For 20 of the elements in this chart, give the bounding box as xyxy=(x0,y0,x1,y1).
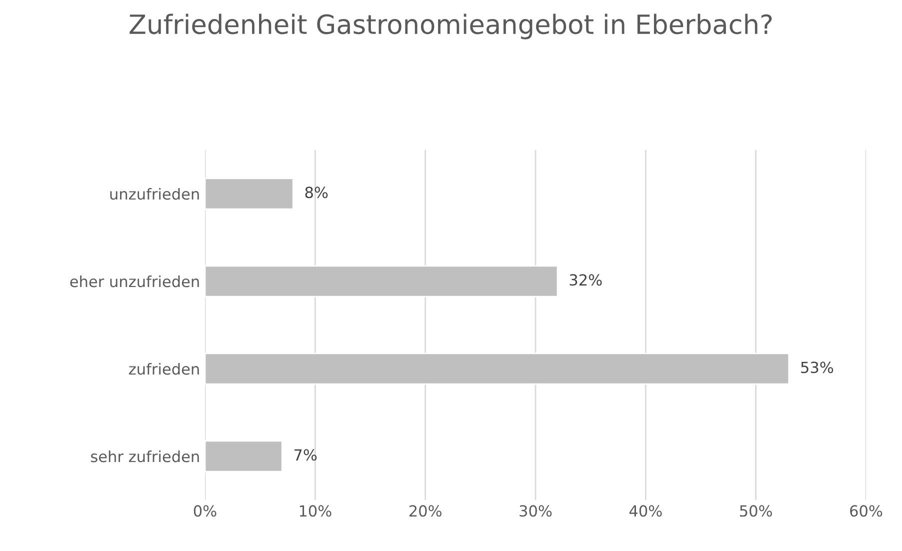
x-tick-label: 10% xyxy=(300,505,332,517)
y-tick-label: eher unzufrieden xyxy=(70,275,199,288)
bar xyxy=(205,440,283,472)
y-tick-label: unzufrieden xyxy=(110,188,199,200)
x-tick-label: 40% xyxy=(629,505,662,517)
data-label: 8% xyxy=(305,186,328,198)
bar xyxy=(205,178,294,210)
y-tick-label: sehr zufrieden xyxy=(91,450,199,462)
x-tick-label: 50% xyxy=(740,505,772,517)
bar xyxy=(205,352,790,385)
data-label: 7% xyxy=(294,449,317,461)
y-tick-label: zufrieden xyxy=(129,362,199,375)
x-tick-label: 60% xyxy=(850,505,882,517)
data-label: 53% xyxy=(801,362,834,374)
data-label: 32% xyxy=(570,274,602,286)
x-tick-label: 30% xyxy=(520,505,552,517)
x-tick-label: 20% xyxy=(409,505,442,517)
chart-title: Zufriedenheit Gastronomieangebot in Eberbach? xyxy=(130,14,772,40)
bar xyxy=(205,265,558,298)
x-tick-label: 0% xyxy=(194,505,216,517)
